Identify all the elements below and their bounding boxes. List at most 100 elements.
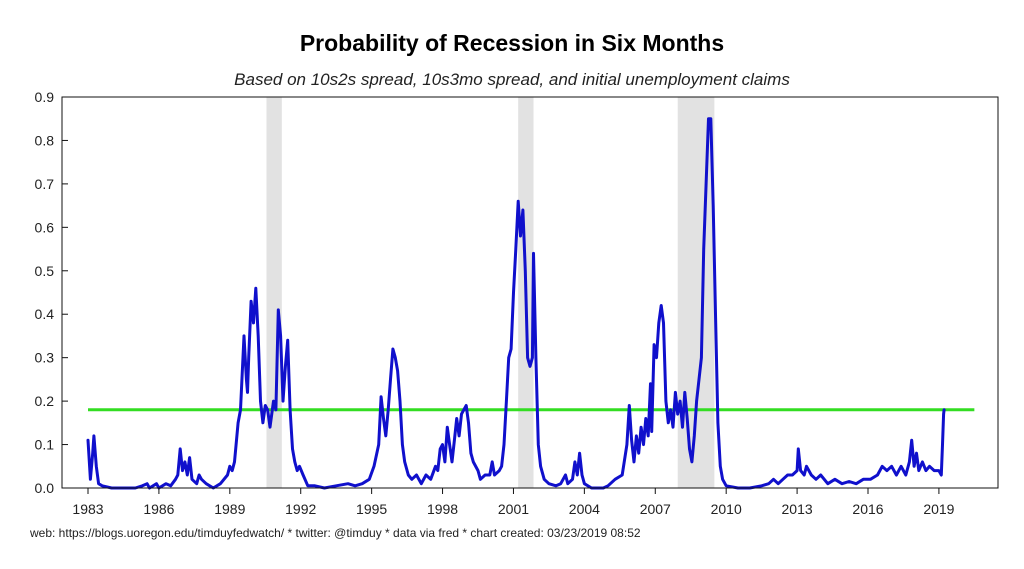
x-tick-label-8: 2007 xyxy=(640,501,671,517)
data-point-0-35 xyxy=(237,422,239,424)
data-point-0-90 xyxy=(434,465,437,468)
data-point-0-36 xyxy=(239,409,242,411)
data-point-0-173 xyxy=(681,426,684,428)
series-group xyxy=(86,117,946,490)
data-point-0-153 xyxy=(635,435,638,437)
data-point-0-157 xyxy=(645,417,647,420)
data-point-0-51 xyxy=(275,409,277,411)
data-point-0-131 xyxy=(539,465,542,468)
data-point-0-15 xyxy=(165,482,167,485)
data-point-0-116 xyxy=(505,400,508,402)
data-point-0-200 xyxy=(791,474,794,476)
data-point-0-212 xyxy=(848,480,850,483)
data-point-0-16 xyxy=(169,485,172,487)
data-point-0-10 xyxy=(141,485,144,487)
data-point-0-42 xyxy=(252,322,255,324)
x-tick-label-7: 2004 xyxy=(569,501,600,517)
data-point-0-121 xyxy=(517,200,519,203)
data-point-0-197 xyxy=(777,482,779,485)
plot-frame xyxy=(61,96,999,489)
data-point-0-71 xyxy=(373,465,375,468)
data-point-0-39 xyxy=(246,391,249,394)
data-point-0-209 xyxy=(827,482,829,485)
x-tick-label-5: 1998 xyxy=(427,501,458,517)
data-point-0-205 xyxy=(805,465,808,468)
data-point-0-66 xyxy=(335,485,337,487)
data-point-0-6 xyxy=(101,485,103,487)
data-point-0-140 xyxy=(576,474,579,476)
data-point-0-180 xyxy=(698,378,700,381)
data-point-0-80 xyxy=(396,369,399,372)
data-point-0-172 xyxy=(679,400,681,402)
data-point-0-231 xyxy=(933,469,935,472)
data-point-0-207 xyxy=(815,478,817,481)
data-point-0-148 xyxy=(621,474,623,476)
y-tick-label-8: 0.8 xyxy=(35,132,55,148)
data-point-0-20 xyxy=(181,469,184,472)
data-point-0-86 xyxy=(415,474,418,476)
data-point-0-129 xyxy=(535,356,537,359)
data-point-0-49 xyxy=(269,426,271,428)
data-point-0-139 xyxy=(574,461,576,463)
data-point-0-181 xyxy=(700,356,703,359)
data-point-0-132 xyxy=(543,478,545,481)
data-point-0-162 xyxy=(655,356,658,359)
data-point-0-161 xyxy=(653,343,655,346)
data-point-0-109 xyxy=(484,474,486,476)
data-point-0-72 xyxy=(377,443,380,446)
data-point-0-89 xyxy=(429,478,432,481)
data-point-0-146 xyxy=(607,485,609,487)
data-point-0-98 xyxy=(453,439,456,442)
data-point-0-137 xyxy=(567,482,569,485)
data-point-0-113 xyxy=(498,469,501,472)
data-point-0-115 xyxy=(503,443,505,446)
data-point-0-97 xyxy=(451,461,453,463)
data-point-0-166 xyxy=(665,400,667,402)
data-point-0-194 xyxy=(760,485,763,487)
chart-title: Probability of Recession in Six Months xyxy=(299,30,725,56)
data-point-0-167 xyxy=(667,422,670,424)
data-point-0-126 xyxy=(529,365,531,368)
data-point-0-47 xyxy=(264,404,267,407)
data-point-0-222 xyxy=(905,474,907,476)
data-point-0-236 xyxy=(943,409,945,411)
data-point-0-185 xyxy=(710,117,712,120)
data-point-0-216 xyxy=(876,474,879,476)
data-point-0-44 xyxy=(257,335,259,337)
x-tick-label-9: 2010 xyxy=(711,501,742,517)
footer-credit: web: https://blogs.uoregon.edu/timduyfed… xyxy=(30,526,641,540)
data-point-0-190 xyxy=(721,478,724,481)
data-point-0-211 xyxy=(841,482,843,485)
data-point-0-210 xyxy=(834,478,836,481)
data-point-0-136 xyxy=(564,474,567,476)
data-point-0-56 xyxy=(286,339,289,342)
data-point-0-95 xyxy=(446,426,449,428)
data-point-0-76 xyxy=(387,409,389,411)
data-point-0-117 xyxy=(507,356,510,359)
data-point-0-150 xyxy=(628,404,631,407)
data-point-0-48 xyxy=(266,409,269,411)
data-point-0-223 xyxy=(908,461,911,463)
data-point-0-88 xyxy=(425,474,427,476)
data-point-0-79 xyxy=(394,356,397,359)
data-point-0-178 xyxy=(693,435,696,437)
data-point-0-208 xyxy=(819,474,822,476)
data-point-0-46 xyxy=(262,422,264,424)
y-tick-label-9: 0.9 xyxy=(35,89,55,105)
data-point-0-50 xyxy=(272,400,275,402)
y-tick-label-0: 0.0 xyxy=(35,480,55,496)
data-point-0-183 xyxy=(705,183,707,185)
data-point-0-229 xyxy=(925,469,927,472)
data-point-0-135 xyxy=(559,482,562,485)
data-point-0-94 xyxy=(444,461,446,463)
data-point-0-196 xyxy=(772,478,775,481)
data-point-0-40 xyxy=(247,356,250,359)
data-point-0-87 xyxy=(420,482,423,485)
data-point-0-77 xyxy=(389,378,392,381)
data-point-0-17 xyxy=(174,478,177,481)
x-tick-label-6: 2001 xyxy=(498,501,529,517)
data-point-0-74 xyxy=(382,417,385,420)
data-point-0-163 xyxy=(658,322,660,324)
data-point-0-83 xyxy=(403,461,406,463)
data-point-0-18 xyxy=(177,474,179,476)
